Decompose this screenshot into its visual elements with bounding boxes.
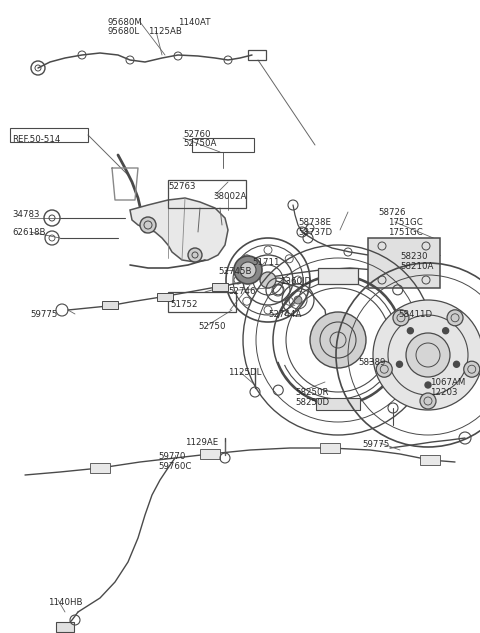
Circle shape bbox=[396, 361, 402, 367]
Polygon shape bbox=[130, 198, 228, 262]
Text: 1360JD: 1360JD bbox=[280, 277, 311, 286]
Bar bbox=[318, 268, 358, 284]
Text: 52745B: 52745B bbox=[218, 267, 252, 276]
Text: 59775: 59775 bbox=[362, 440, 389, 449]
Circle shape bbox=[188, 248, 202, 262]
Text: 34783: 34783 bbox=[12, 210, 39, 219]
Text: 95680L: 95680L bbox=[108, 27, 140, 36]
Text: 1129AE: 1129AE bbox=[185, 438, 218, 447]
Text: REF.50-514: REF.50-514 bbox=[12, 135, 60, 144]
Text: 58250D: 58250D bbox=[295, 398, 329, 407]
Bar bbox=[90, 463, 110, 473]
Text: 52746: 52746 bbox=[228, 287, 255, 296]
Text: 51752: 51752 bbox=[170, 300, 197, 309]
Text: 59760C: 59760C bbox=[158, 462, 192, 471]
Bar bbox=[320, 443, 340, 453]
Circle shape bbox=[373, 300, 480, 410]
Circle shape bbox=[406, 333, 450, 377]
Text: 58389: 58389 bbox=[358, 358, 385, 367]
Text: 1140AT: 1140AT bbox=[178, 18, 211, 27]
Text: 1125DL: 1125DL bbox=[228, 368, 262, 377]
Text: 62618B: 62618B bbox=[12, 228, 46, 237]
Circle shape bbox=[420, 393, 436, 409]
Circle shape bbox=[454, 361, 459, 367]
Circle shape bbox=[425, 382, 431, 388]
Text: 59775: 59775 bbox=[30, 310, 58, 319]
Bar bbox=[368, 238, 440, 288]
Bar bbox=[192, 138, 254, 152]
Bar bbox=[157, 293, 173, 301]
Text: 52750A: 52750A bbox=[183, 139, 216, 148]
Text: 12203: 12203 bbox=[430, 388, 457, 397]
Text: 1067AM: 1067AM bbox=[430, 378, 466, 387]
Circle shape bbox=[376, 361, 392, 377]
Text: 58210A: 58210A bbox=[400, 262, 433, 271]
Circle shape bbox=[447, 310, 463, 326]
Bar bbox=[200, 449, 220, 459]
Circle shape bbox=[234, 256, 262, 284]
Bar bbox=[248, 50, 266, 60]
Bar bbox=[212, 283, 228, 291]
Text: 1751GC: 1751GC bbox=[388, 218, 423, 227]
Circle shape bbox=[140, 217, 156, 233]
Bar bbox=[316, 398, 360, 410]
Text: 58726: 58726 bbox=[378, 208, 406, 217]
Circle shape bbox=[260, 272, 276, 288]
Circle shape bbox=[464, 361, 480, 377]
Text: 1751GC: 1751GC bbox=[388, 228, 423, 237]
Circle shape bbox=[408, 328, 413, 334]
Text: 58738E: 58738E bbox=[298, 218, 331, 227]
Text: 58230: 58230 bbox=[400, 252, 428, 261]
Bar bbox=[420, 455, 440, 465]
Text: 1140HB: 1140HB bbox=[48, 598, 83, 607]
Bar bbox=[168, 180, 246, 208]
Circle shape bbox=[310, 312, 366, 368]
Bar bbox=[168, 292, 236, 312]
Circle shape bbox=[393, 310, 409, 326]
Text: 58737D: 58737D bbox=[298, 228, 332, 237]
Text: 95680M: 95680M bbox=[108, 18, 143, 27]
Bar bbox=[102, 301, 118, 309]
Bar bbox=[56, 622, 74, 632]
Circle shape bbox=[294, 296, 302, 304]
Text: 51711: 51711 bbox=[252, 258, 279, 267]
Text: 59770: 59770 bbox=[158, 452, 185, 461]
Text: 52744A: 52744A bbox=[268, 310, 301, 319]
Text: 38002A: 38002A bbox=[213, 192, 246, 201]
Text: 58411D: 58411D bbox=[398, 310, 432, 319]
Text: 52750: 52750 bbox=[198, 322, 226, 331]
Text: 1125AB: 1125AB bbox=[148, 27, 182, 36]
Text: 52760: 52760 bbox=[183, 130, 211, 139]
Bar bbox=[10, 128, 88, 142]
Circle shape bbox=[443, 328, 449, 334]
Text: 58250R: 58250R bbox=[295, 388, 328, 397]
Circle shape bbox=[240, 262, 256, 278]
Text: 52763: 52763 bbox=[168, 182, 195, 191]
